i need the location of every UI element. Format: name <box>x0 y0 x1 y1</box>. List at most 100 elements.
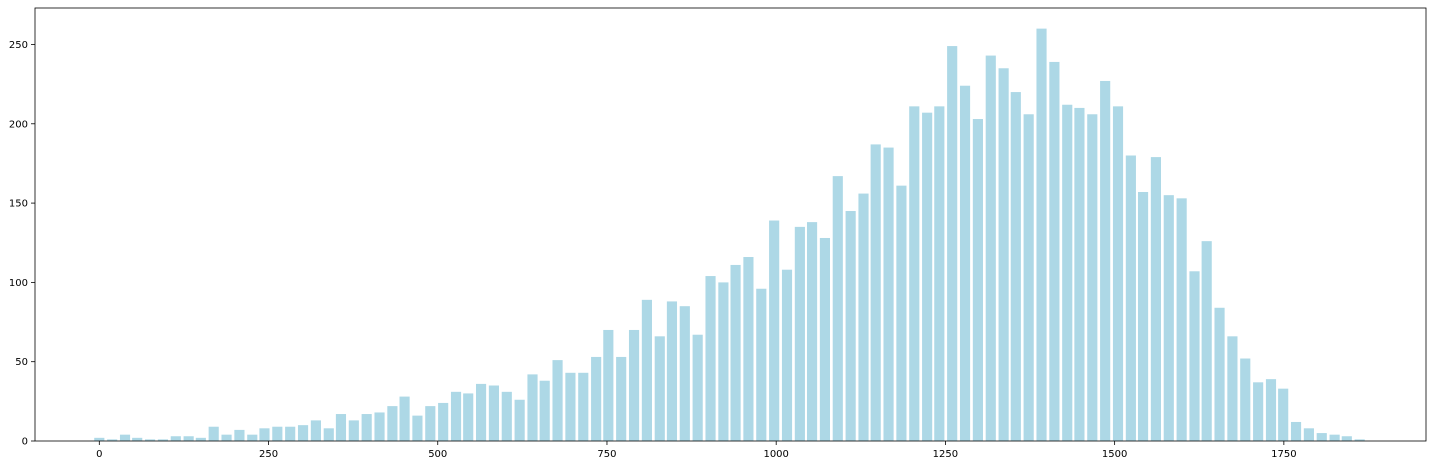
bar <box>1150 157 1161 441</box>
bar <box>922 112 933 442</box>
bar <box>170 436 181 441</box>
bar <box>1278 388 1289 441</box>
bar <box>870 144 881 441</box>
bar <box>832 176 843 441</box>
x-tick-label: 1500 <box>1102 449 1127 460</box>
x-tick-label: 1000 <box>763 449 788 460</box>
bar <box>883 147 894 441</box>
bar <box>666 301 678 441</box>
bar <box>335 414 347 441</box>
bar <box>348 420 359 441</box>
bar <box>578 372 589 441</box>
bar <box>374 412 385 441</box>
bar <box>985 55 996 441</box>
bar <box>819 237 830 441</box>
bar <box>1265 379 1277 441</box>
bar <box>628 329 640 441</box>
bar <box>208 426 219 441</box>
bar <box>1010 92 1021 441</box>
x-tick-label: 0 <box>96 449 102 460</box>
y-tick-label: 0 <box>22 437 28 448</box>
y-tick-label: 50 <box>15 357 28 368</box>
bar <box>425 406 436 441</box>
bar <box>1087 114 1098 442</box>
bar <box>450 391 462 441</box>
bar <box>1354 439 1365 441</box>
bar <box>259 428 270 441</box>
bar <box>1036 28 1047 442</box>
bar <box>1023 114 1034 442</box>
bar <box>1214 307 1225 441</box>
bar <box>1227 336 1238 441</box>
bar <box>565 372 576 441</box>
bar <box>234 429 245 441</box>
bar <box>514 399 525 441</box>
bar <box>858 193 869 441</box>
bars-group <box>94 28 1365 442</box>
bar <box>1189 271 1200 441</box>
bar <box>1341 436 1352 441</box>
bar <box>552 360 563 441</box>
bar <box>1100 80 1111 442</box>
bar <box>718 282 729 441</box>
bar <box>247 434 258 441</box>
bar <box>1062 104 1073 441</box>
bar <box>756 288 767 441</box>
bar <box>794 226 805 441</box>
bar <box>654 336 665 441</box>
bar <box>361 414 372 441</box>
bar <box>603 329 614 441</box>
bar <box>959 85 971 441</box>
bar <box>297 425 309 441</box>
bar <box>323 428 334 441</box>
bar <box>463 393 474 441</box>
bar <box>743 257 754 441</box>
bar <box>896 185 907 441</box>
y-tick-label: 150 <box>9 199 28 210</box>
bar <box>1290 421 1302 441</box>
x-tick-label: 1750 <box>1271 449 1296 460</box>
bar <box>1253 382 1264 441</box>
y-tick-label: 100 <box>9 278 28 289</box>
bar <box>1176 198 1187 441</box>
bar <box>1049 61 1060 442</box>
x-axis: 0 250 500 750 1000 1250 1500 1750 <box>96 441 1297 460</box>
bar <box>705 276 716 441</box>
bar <box>438 402 449 441</box>
bar <box>107 439 118 441</box>
bar <box>692 334 703 441</box>
x-tick-label: 250 <box>259 449 278 460</box>
bar <box>221 434 232 441</box>
bar <box>1125 155 1136 441</box>
bar <box>679 306 690 441</box>
bar <box>488 385 499 441</box>
bar <box>94 437 105 441</box>
bar <box>412 415 423 441</box>
bar <box>1137 191 1149 441</box>
bar <box>527 374 538 441</box>
x-tick-label: 750 <box>597 449 616 460</box>
bar <box>730 264 741 441</box>
bar <box>387 406 398 441</box>
x-tick-label: 1250 <box>933 449 958 460</box>
plot-frame <box>34 7 1427 442</box>
bar <box>285 426 296 441</box>
bar <box>310 420 321 441</box>
bar <box>806 222 818 441</box>
bar <box>591 356 602 441</box>
bar <box>1112 106 1124 441</box>
bar <box>1163 195 1174 441</box>
y-tick-label: 200 <box>9 119 28 130</box>
bar <box>1074 107 1085 442</box>
bar <box>1240 358 1251 441</box>
y-axis: 0 50 100 150 200 250 <box>9 40 35 448</box>
bar <box>934 106 945 441</box>
bar <box>183 436 194 441</box>
bar <box>501 391 512 441</box>
bar <box>769 220 780 441</box>
bar <box>1303 428 1314 441</box>
bar <box>195 437 206 441</box>
bar <box>399 396 410 441</box>
bar <box>119 434 131 441</box>
